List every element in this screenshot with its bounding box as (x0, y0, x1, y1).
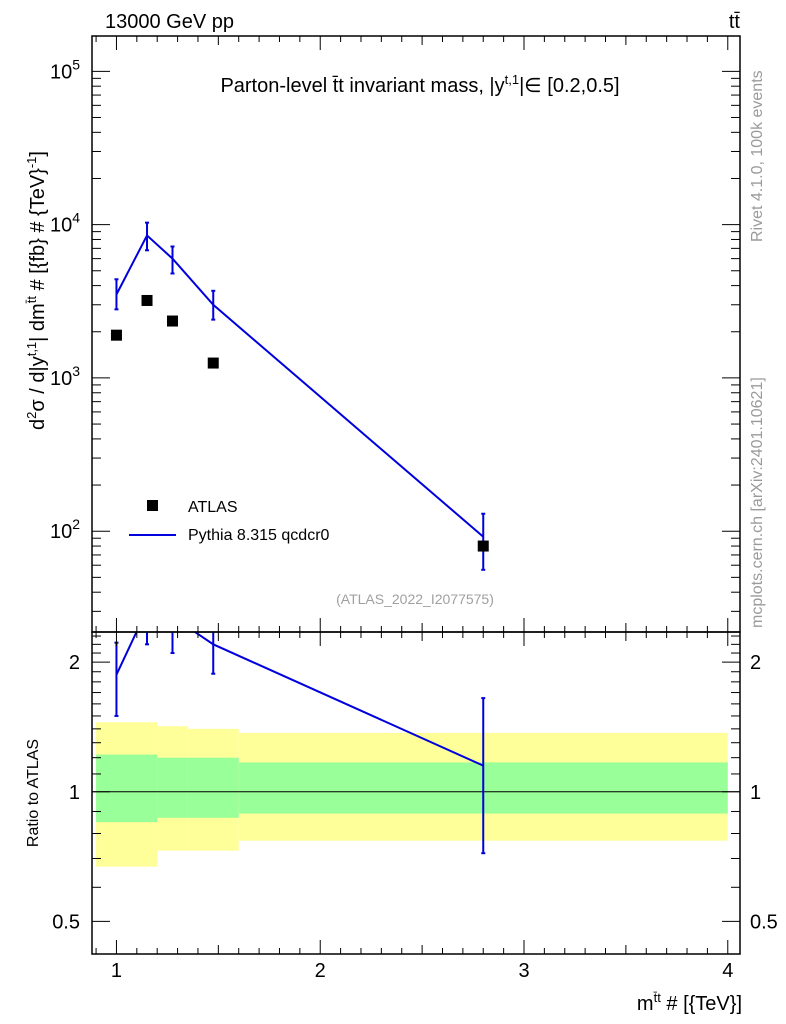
legend: ATLAS Pythia 8.315 qcdcr0 (129, 499, 330, 544)
main-panel: 102 103 104 105 (50, 36, 740, 632)
uncertainty-band-inner (96, 754, 158, 823)
ratio-frame (91, 631, 741, 955)
ratio-y-tick-label-left: 0.5 (52, 911, 80, 933)
ratio-ylabel: Ratio to ATLAS (25, 739, 42, 847)
pythia-line (115, 233, 484, 538)
mcplots-label: mcplots.cern.ch [arXiv:2401.10621] (749, 377, 766, 628)
atlas-data-point (207, 357, 219, 369)
ratio-line (115, 632, 484, 767)
y-tick-label: 105 (50, 56, 80, 83)
ratio-y-tick-label-right: 0.5 (750, 911, 778, 933)
x-tick-label: 3 (518, 960, 529, 982)
x-tick-label: 4 (722, 960, 733, 982)
y-tick-label: 102 (50, 516, 80, 543)
energy-label: 13000 GeV pp (105, 11, 234, 33)
y-tick-label: 104 (50, 210, 80, 237)
ratio-y-tick-label-left: 2 (69, 652, 80, 674)
legend-pythia-label: Pythia 8.315 qcdcr0 (188, 527, 330, 544)
y-tick-label: 103 (50, 363, 80, 390)
uncertainty-band-inner (157, 757, 188, 818)
analysis-watermark: (ATLAS_2022_I2077575) (336, 591, 494, 607)
legend-atlas-label: ATLAS (188, 499, 238, 516)
ratio-panel: 1 2 3 4 0.5 0.5 1 1 2 2 (52, 632, 778, 982)
atlas-data-point (141, 294, 153, 306)
atlas-data-point (110, 329, 122, 341)
x-tick-label: 1 (111, 960, 122, 982)
main-ylabel: d2σ / d|yt,1| dmt̄t # [{fb} # {TeV}-1] (24, 151, 49, 430)
legend-atlas-marker (147, 500, 158, 511)
atlas-data-point (166, 315, 178, 327)
x-axis-label: mt̄t # [{TeV}] (637, 990, 742, 1015)
ratio-y-tick-label-right: 2 (750, 652, 761, 674)
ratio-y-tick-label-left: 1 (69, 782, 80, 804)
process-label: tt̄ (729, 11, 741, 33)
main-title: Parton-level t̄t invariant mass, |yt,1|∈… (220, 72, 619, 97)
uncertainty-band-inner (187, 757, 239, 818)
atlas-data-point (477, 540, 489, 552)
rivet-version-label: Rivet 4.1.0, 100k events (749, 70, 766, 242)
x-tick-label: 2 (315, 960, 326, 982)
ratio-y-tick-label-right: 1 (750, 782, 761, 804)
